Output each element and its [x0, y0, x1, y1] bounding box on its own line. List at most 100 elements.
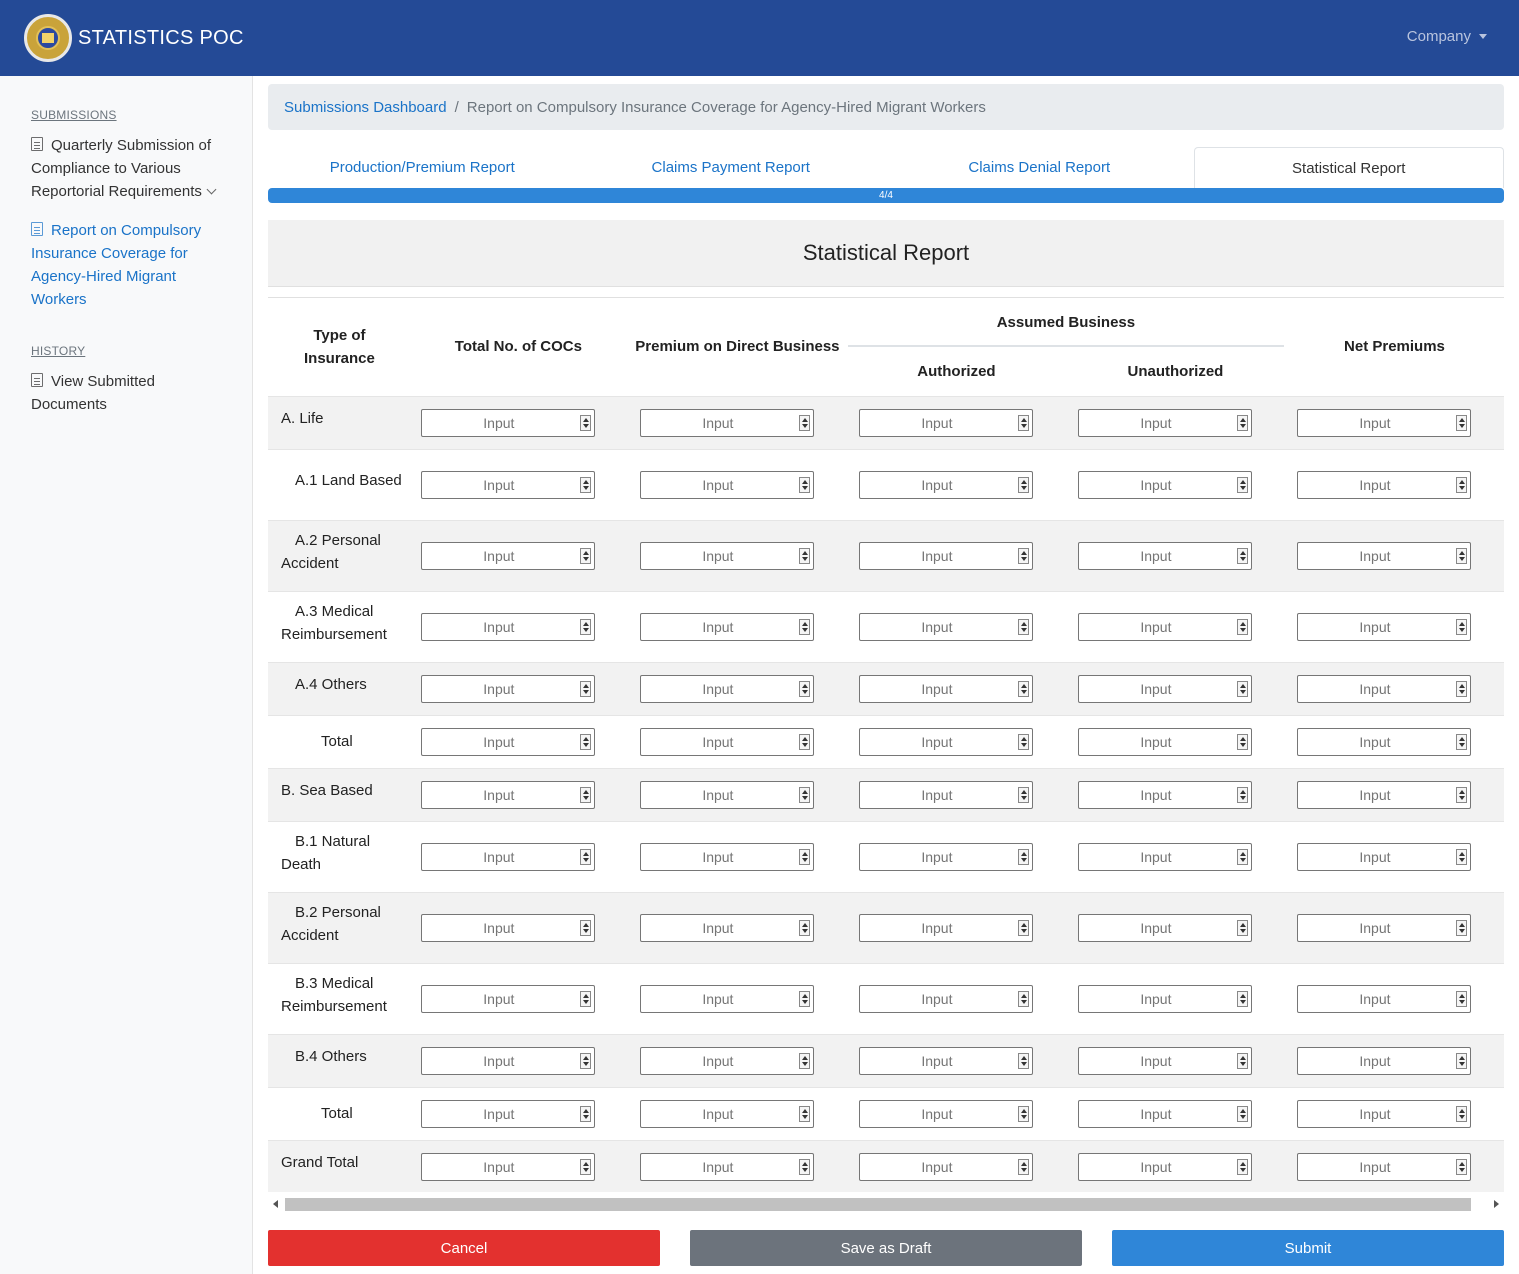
unauthorized-input-field[interactable]	[1078, 1153, 1251, 1180]
net-number-input[interactable]	[1296, 780, 1471, 809]
spinner-arrows-icon[interactable]	[798, 733, 810, 750]
spinner-arrows-icon[interactable]	[1236, 618, 1248, 635]
premium-direct-input-field[interactable]	[640, 781, 813, 808]
unauthorized-input-field[interactable]	[1078, 1100, 1251, 1127]
spinner-arrows-icon[interactable]	[1017, 414, 1029, 431]
spinner-arrows-icon[interactable]	[1455, 1052, 1467, 1069]
spinner-arrows-icon[interactable]	[579, 848, 591, 865]
spinner-arrows-icon[interactable]	[798, 848, 810, 865]
unauthorized-number-input[interactable]	[1077, 727, 1252, 756]
premium-direct-number-input[interactable]	[639, 612, 814, 641]
authorized-number-input[interactable]	[858, 984, 1033, 1013]
spinner-arrows-icon[interactable]	[1236, 547, 1248, 564]
authorized-number-input[interactable]	[858, 727, 1033, 756]
authorized-number-input[interactable]	[858, 1099, 1033, 1128]
spinner-arrows-icon[interactable]	[1455, 547, 1467, 564]
net-number-input[interactable]	[1296, 612, 1471, 641]
unauthorized-input-field[interactable]	[1078, 409, 1251, 436]
spinner-arrows-icon[interactable]	[798, 414, 810, 431]
brand[interactable]: STATISTICS POC	[24, 14, 244, 62]
cocs-number-input[interactable]	[420, 1099, 595, 1128]
spinner-arrows-icon[interactable]	[1017, 848, 1029, 865]
spinner-arrows-icon[interactable]	[1017, 476, 1029, 493]
cocs-input-field[interactable]	[421, 1100, 594, 1127]
premium-direct-input-field[interactable]	[640, 728, 813, 755]
net-number-input[interactable]	[1296, 1099, 1471, 1128]
unauthorized-number-input[interactable]	[1077, 470, 1252, 499]
unauthorized-input-field[interactable]	[1078, 613, 1251, 640]
unauthorized-number-input[interactable]	[1077, 612, 1252, 641]
authorized-input-field[interactable]	[859, 985, 1032, 1012]
unauthorized-number-input[interactable]	[1077, 1046, 1252, 1075]
spinner-arrows-icon[interactable]	[1236, 680, 1248, 697]
cocs-number-input[interactable]	[420, 842, 595, 871]
spinner-arrows-icon[interactable]	[1236, 1158, 1248, 1175]
unauthorized-input-field[interactable]	[1078, 1047, 1251, 1074]
premium-direct-input-field[interactable]	[640, 675, 813, 702]
spinner-arrows-icon[interactable]	[1455, 990, 1467, 1007]
net-input-field[interactable]	[1297, 542, 1470, 569]
net-number-input[interactable]	[1296, 984, 1471, 1013]
spinner-arrows-icon[interactable]	[1236, 919, 1248, 936]
unauthorized-number-input[interactable]	[1077, 674, 1252, 703]
spinner-arrows-icon[interactable]	[1236, 990, 1248, 1007]
spinner-arrows-icon[interactable]	[1017, 618, 1029, 635]
spinner-arrows-icon[interactable]	[1455, 414, 1467, 431]
net-input-field[interactable]	[1297, 1100, 1470, 1127]
unauthorized-number-input[interactable]	[1077, 408, 1252, 437]
cocs-number-input[interactable]	[420, 984, 595, 1013]
net-input-field[interactable]	[1297, 471, 1470, 498]
cocs-number-input[interactable]	[420, 780, 595, 809]
unauthorized-number-input[interactable]	[1077, 780, 1252, 809]
authorized-input-field[interactable]	[859, 1153, 1032, 1180]
spinner-arrows-icon[interactable]	[798, 1105, 810, 1122]
unauthorized-number-input[interactable]	[1077, 913, 1252, 942]
spinner-arrows-icon[interactable]	[1236, 1105, 1248, 1122]
spinner-arrows-icon[interactable]	[798, 476, 810, 493]
net-number-input[interactable]	[1296, 1152, 1471, 1181]
net-number-input[interactable]	[1296, 470, 1471, 499]
spinner-arrows-icon[interactable]	[1455, 786, 1467, 803]
net-input-field[interactable]	[1297, 675, 1470, 702]
spinner-arrows-icon[interactable]	[579, 919, 591, 936]
premium-direct-input-field[interactable]	[640, 542, 813, 569]
cocs-number-input[interactable]	[420, 408, 595, 437]
spinner-arrows-icon[interactable]	[1455, 1105, 1467, 1122]
authorized-number-input[interactable]	[858, 674, 1033, 703]
spinner-arrows-icon[interactable]	[1455, 919, 1467, 936]
authorized-input-field[interactable]	[859, 613, 1032, 640]
cocs-input-field[interactable]	[421, 1047, 594, 1074]
premium-direct-number-input[interactable]	[639, 842, 814, 871]
net-input-field[interactable]	[1297, 1153, 1470, 1180]
premium-direct-input-field[interactable]	[640, 1153, 813, 1180]
unauthorized-input-field[interactable]	[1078, 728, 1251, 755]
authorized-input-field[interactable]	[859, 781, 1032, 808]
cocs-number-input[interactable]	[420, 612, 595, 641]
unauthorized-number-input[interactable]	[1077, 842, 1252, 871]
unauthorized-input-field[interactable]	[1078, 542, 1251, 569]
unauthorized-number-input[interactable]	[1077, 541, 1252, 570]
spinner-arrows-icon[interactable]	[1017, 1105, 1029, 1122]
statistical-table-container[interactable]: Type of Insurance Total No. of COCs Prem…	[268, 297, 1504, 1192]
net-number-input[interactable]	[1296, 727, 1471, 756]
premium-direct-number-input[interactable]	[639, 1152, 814, 1181]
premium-direct-input-field[interactable]	[640, 1047, 813, 1074]
breadcrumb-dashboard-link[interactable]: Submissions Dashboard	[284, 98, 447, 116]
sidebar-item-compulsory-insurance-report[interactable]: Report on Compulsory Insurance Coverage …	[31, 219, 231, 311]
premium-direct-number-input[interactable]	[639, 1099, 814, 1128]
unauthorized-input-field[interactable]	[1078, 985, 1251, 1012]
net-input-field[interactable]	[1297, 1047, 1470, 1074]
spinner-arrows-icon[interactable]	[1017, 1052, 1029, 1069]
spinner-arrows-icon[interactable]	[579, 990, 591, 1007]
net-input-field[interactable]	[1297, 843, 1470, 870]
cocs-input-field[interactable]	[421, 781, 594, 808]
spinner-arrows-icon[interactable]	[1236, 476, 1248, 493]
premium-direct-number-input[interactable]	[639, 674, 814, 703]
authorized-input-field[interactable]	[859, 542, 1032, 569]
spinner-arrows-icon[interactable]	[579, 618, 591, 635]
premium-direct-input-field[interactable]	[640, 1100, 813, 1127]
cocs-number-input[interactable]	[420, 541, 595, 570]
cocs-input-field[interactable]	[421, 914, 594, 941]
authorized-number-input[interactable]	[858, 842, 1033, 871]
unauthorized-number-input[interactable]	[1077, 1099, 1252, 1128]
